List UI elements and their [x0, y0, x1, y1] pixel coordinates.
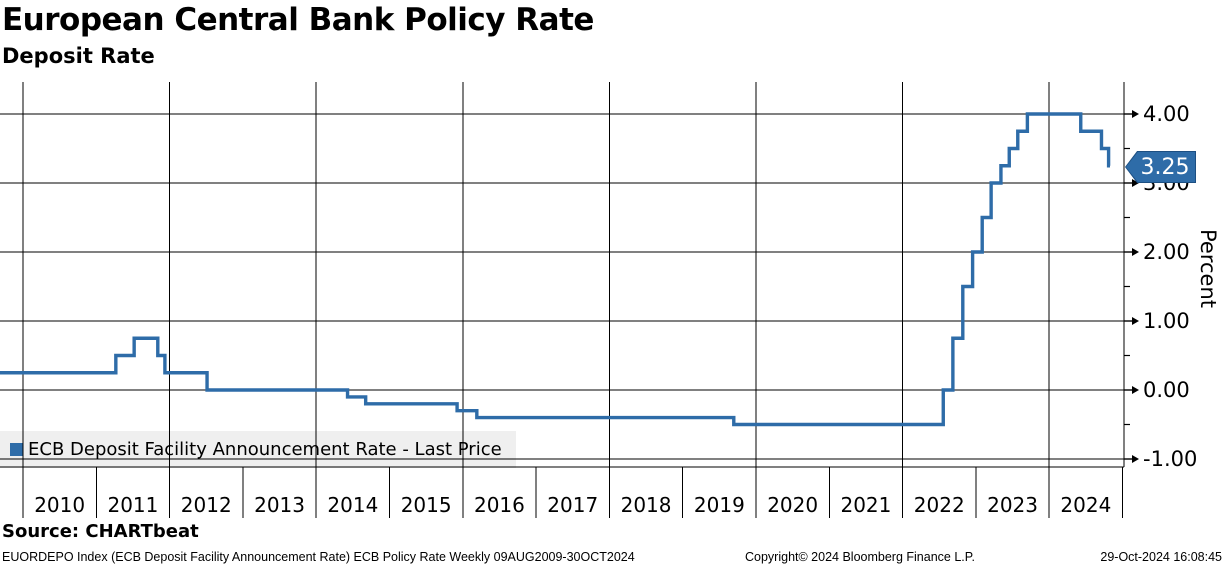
- footer-index-description: EUORDEPO Index (ECB Deposit Facility Ann…: [2, 550, 635, 564]
- last-price-badge-label: 3.25: [1140, 154, 1190, 180]
- y-tick-label: 2.00: [1143, 240, 1190, 264]
- x-year-label: 2010: [34, 493, 85, 517]
- y-axis-title: Percent: [1196, 229, 1220, 309]
- source-label: Source: CHARTbeat: [2, 521, 199, 542]
- y-tick-label: 4.00: [1143, 102, 1190, 126]
- x-year-label: 2015: [401, 493, 452, 517]
- x-year-label: 2018: [621, 493, 672, 517]
- footer-timestamp: 29-Oct-2024 16:08:45: [1100, 550, 1222, 564]
- x-year-label: 2023: [987, 493, 1038, 517]
- x-year-label: 2021: [840, 493, 891, 517]
- footer: EUORDEPO Index (ECB Deposit Facility Ann…: [0, 549, 1224, 566]
- x-year-label: 2011: [107, 493, 158, 517]
- last-price-badge-fill: [1126, 152, 1195, 182]
- x-year-label: 2022: [914, 493, 965, 517]
- x-year-label: 2014: [327, 493, 378, 517]
- x-year-label: 2020: [767, 493, 818, 517]
- x-year-label: 2019: [694, 493, 745, 517]
- legend-swatch-icon: [10, 443, 23, 456]
- legend-label: ECB Deposit Facility Announcement Rate -…: [28, 439, 502, 460]
- chart-subtitle: Deposit Rate: [2, 44, 155, 68]
- data-line: [0, 112, 1111, 427]
- y-axis-tick-arrow-icon: [1132, 248, 1139, 256]
- y-tick-label: -1.00: [1143, 447, 1197, 471]
- y-axis-tick-arrow-icon: [1132, 455, 1139, 463]
- x-year-label: 2012: [181, 493, 232, 517]
- y-tick-label: 1.00: [1143, 309, 1190, 333]
- footer-copyright: Copyright© 2024 Bloomberg Finance L.P.: [745, 550, 975, 564]
- x-year-label: 2016: [474, 493, 525, 517]
- y-tick-label: 0.00: [1143, 378, 1190, 402]
- y-axis-tick-arrow-icon: [1132, 317, 1139, 325]
- y-axis-tick-arrow-icon: [1132, 110, 1139, 118]
- page-title: European Central Bank Policy Rate: [2, 2, 594, 38]
- x-year-label: 2013: [254, 493, 305, 517]
- x-year-label: 2017: [547, 493, 598, 517]
- legend: ECB Deposit Facility Announcement Rate -…: [0, 431, 516, 468]
- y-axis-tick-arrow-icon: [1132, 386, 1139, 394]
- last-price-badge: 3.25: [1125, 151, 1196, 183]
- x-year-label: 2024: [1060, 493, 1111, 517]
